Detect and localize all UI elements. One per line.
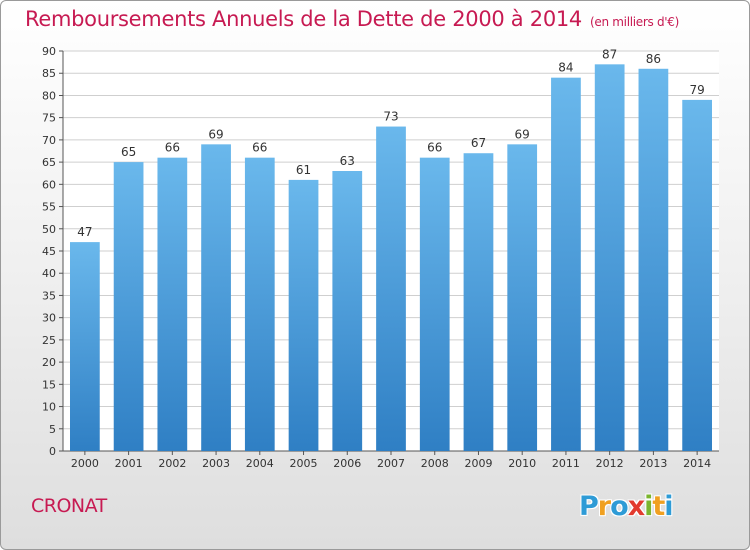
logo-letter: t — [652, 491, 665, 522]
logo-letter: P — [579, 491, 599, 522]
x-tick-label-2014: 2014 — [683, 457, 711, 470]
x-tick-label-2000: 2000 — [71, 457, 99, 470]
y-tick-label: 45 — [42, 245, 56, 258]
y-tick-label: 25 — [42, 334, 56, 347]
x-tick-label-2010: 2010 — [508, 457, 536, 470]
y-tick-label: 10 — [42, 401, 56, 414]
x-tick-label-2002: 2002 — [158, 457, 186, 470]
y-tick-label: 40 — [42, 267, 56, 280]
x-tick-label-2003: 2003 — [202, 457, 230, 470]
data-label-2005: 61 — [296, 163, 311, 177]
bar-2002 — [157, 157, 188, 451]
x-tick-label-2009: 2009 — [464, 457, 492, 470]
bar-2003 — [201, 144, 231, 452]
x-tick-label-2012: 2012 — [596, 457, 624, 470]
x-tick-label-2006: 2006 — [333, 457, 361, 470]
bar-2007 — [376, 126, 406, 452]
y-tick-label: 30 — [42, 312, 56, 325]
y-tick-label: 50 — [42, 223, 56, 236]
logo-letter: o — [610, 491, 629, 522]
data-label-2008: 66 — [427, 141, 442, 155]
y-tick-label: 5 — [49, 423, 56, 436]
y-tick-label: 60 — [42, 178, 56, 191]
chart-title: Remboursements Annuels de la Dette de 20… — [25, 7, 680, 31]
bar-2005 — [288, 179, 319, 451]
y-tick-label: 75 — [42, 112, 56, 125]
bar-2000 — [69, 242, 100, 451]
x-tick-label-2011: 2011 — [552, 457, 580, 470]
y-tick-label: 90 — [42, 45, 56, 58]
x-tick-label-2004: 2004 — [246, 457, 274, 470]
y-tick-label: 55 — [42, 201, 56, 214]
data-label-2012: 87 — [602, 47, 617, 61]
data-label-2014: 79 — [689, 83, 704, 97]
data-label-2001: 65 — [121, 145, 136, 159]
data-label-2009: 67 — [471, 136, 486, 150]
data-label-2007: 73 — [383, 110, 398, 124]
data-label-2004: 66 — [252, 141, 267, 155]
bar-2008 — [419, 157, 450, 451]
y-tick-label: 65 — [42, 156, 56, 169]
y-tick-label: 0 — [49, 445, 56, 458]
data-label-2002: 66 — [165, 141, 180, 155]
logo-letter: i — [644, 491, 653, 522]
x-tick-label-2013: 2013 — [639, 457, 667, 470]
y-tick-label: 15 — [42, 378, 56, 391]
data-label-2011: 84 — [558, 61, 573, 75]
bar-2014 — [682, 99, 713, 451]
x-tick-label-2008: 2008 — [421, 457, 449, 470]
x-tick-label-2005: 2005 — [290, 457, 318, 470]
y-tick-label: 35 — [42, 289, 56, 302]
logo-letter: i — [664, 491, 673, 522]
data-label-2010: 69 — [515, 127, 530, 141]
y-tick-label: 70 — [42, 134, 56, 147]
bar-2001 — [113, 162, 144, 451]
x-tick-label-2001: 2001 — [115, 457, 143, 470]
data-label-2003: 69 — [208, 127, 223, 141]
bar-2013 — [638, 68, 669, 452]
chart-subtitle: (en milliers d'€) — [590, 15, 680, 29]
bar-2006 — [332, 171, 363, 451]
y-tick-label: 20 — [42, 356, 56, 369]
commune-name: CRONAT — [31, 495, 107, 517]
logo-letter: x — [627, 491, 645, 522]
proxiti-logo: Proxiti — [579, 491, 674, 522]
data-label-2000: 47 — [77, 225, 92, 239]
data-label-2006: 63 — [340, 154, 355, 168]
y-tick-label: 85 — [42, 67, 56, 80]
data-label-2013: 86 — [646, 52, 661, 66]
bar-2009 — [463, 153, 494, 451]
bar-2012 — [594, 64, 625, 452]
bar-2011 — [551, 77, 581, 452]
bar-2004 — [244, 157, 275, 451]
bar-2010 — [507, 144, 538, 452]
x-tick-label-2007: 2007 — [377, 457, 405, 470]
logo-letter: r — [597, 491, 611, 522]
y-tick-label: 80 — [42, 89, 56, 102]
